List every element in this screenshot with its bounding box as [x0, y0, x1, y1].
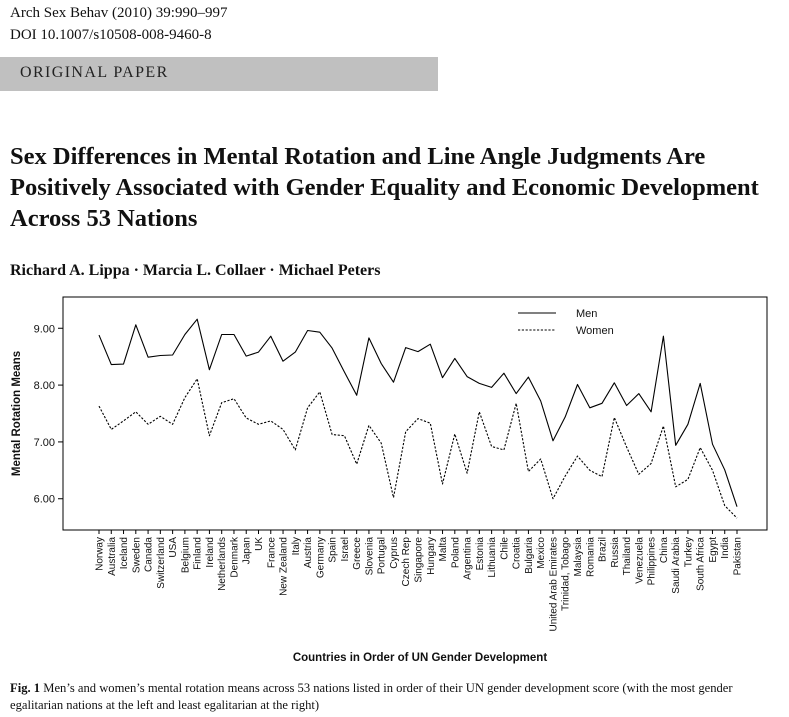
x-tick-label: Saudi Arabia: [671, 537, 682, 594]
x-tick-label: Australia: [107, 537, 118, 576]
x-axis-title: Countries in Order of UN Gender Developm…: [293, 652, 547, 664]
legend-label-women: Women: [576, 325, 614, 337]
x-tick-label: Greece: [352, 537, 363, 570]
x-tick-label: Venezuela: [634, 537, 645, 584]
x-tick-label: Austria: [303, 537, 314, 569]
series-line-men: [98, 318, 738, 507]
plot-frame: [62, 296, 768, 531]
x-tick-label: Sweden: [131, 537, 142, 573]
x-tick-label: Spain: [328, 537, 339, 563]
x-tick-label: France: [266, 537, 277, 569]
x-tick-label: Cyprus: [389, 537, 400, 569]
x-tick-label: Romania: [585, 537, 596, 577]
x-tick-label: Croatia: [512, 537, 523, 570]
x-tick-label: Czech Rep: [401, 537, 412, 587]
x-tick-label: China: [659, 537, 670, 564]
x-tick-label: Thailand: [622, 537, 633, 575]
x-tick-label: Hungary: [426, 537, 437, 575]
x-tick-label: Estonia: [475, 537, 486, 571]
x-tick-label: Egypt: [708, 537, 719, 563]
x-tick-label: Canada: [144, 537, 155, 572]
x-tick-label: Ireland: [205, 537, 216, 568]
y-tick-label: 7.00: [34, 437, 55, 449]
x-tick-label: Malaysia: [573, 537, 584, 577]
figure-label: Fig. 1: [10, 681, 41, 695]
x-tick-label: Israel: [340, 537, 351, 561]
x-tick-label: India: [720, 537, 731, 559]
x-tick-label: Portugal: [377, 537, 388, 574]
x-tick-label: Germany: [315, 537, 326, 578]
x-tick-label: Poland: [450, 537, 461, 568]
x-tick-label: Philippines: [647, 537, 658, 585]
journal-citation: Arch Sex Behav (2010) 39:990–997: [10, 5, 228, 21]
x-tick-label: Denmark: [229, 536, 240, 578]
x-tick-label: USA: [168, 537, 179, 558]
series-line-women: [98, 378, 738, 519]
x-tick-label: Belgium: [180, 537, 191, 573]
x-tick-label: Slovenia: [364, 537, 375, 576]
legend-label-men: Men: [576, 308, 597, 320]
x-tick-label: UK: [254, 537, 265, 551]
x-tick-label: Norway: [95, 537, 106, 571]
figure-caption: Fig. 1 Men’s and women’s mental rotation…: [10, 680, 780, 714]
x-tick-label: Chile: [499, 537, 510, 560]
x-tick-label: Pakistan: [733, 537, 744, 575]
x-tick-label: United Arab Emirates: [548, 537, 559, 632]
journal-doi: DOI 10.1007/s10508-008-9460-8: [10, 27, 212, 43]
section-banner: ORIGINAL PAPER: [0, 57, 438, 91]
y-tick-label: 9.00: [34, 323, 55, 335]
x-tick-label: Japan: [242, 537, 253, 564]
mental-rotation-chart: 9.00 8.00 7.00 6.00 Mental Rotation Means Nor…: [11, 296, 768, 664]
x-tick-label: Lithuania: [487, 537, 498, 578]
x-tick-label: Finland: [193, 537, 204, 570]
x-tick-label: Italy: [291, 537, 302, 555]
y-axis-title: Mental Rotation Means: [11, 351, 23, 476]
x-tick-label: Mexico: [536, 537, 547, 569]
x-tick-label: Singapore: [414, 537, 425, 583]
x-tick-label: Turkey: [683, 537, 694, 567]
x-tick-label: Netherlands: [217, 537, 228, 591]
x-tick-label: Bulgaria: [524, 537, 535, 574]
x-tick-label: Russia: [610, 537, 621, 568]
x-tick-label: Malta: [438, 537, 449, 562]
y-tick-label: 6.00: [34, 494, 55, 506]
x-tick-label: Trinidad, Tobago: [561, 537, 572, 611]
x-tick-label: Switzerland: [156, 537, 167, 589]
article-title: Sex Differences in Mental Rotation and L…: [10, 143, 759, 232]
y-tick-label: 8.00: [34, 380, 55, 392]
x-tick-label: Brazil: [598, 537, 609, 562]
author-list: Richard A. Lippa · Marcia L. Collaer · M…: [10, 262, 381, 279]
journal-header: Arch Sex Behav (2010) 39:990–997 DOI 10.…: [10, 2, 227, 46]
x-tick-label: New Zealand: [279, 537, 290, 596]
section-label: ORIGINAL PAPER: [20, 64, 169, 81]
x-tick-label: South Africa: [696, 537, 707, 591]
x-tick-label: Iceland: [119, 537, 130, 569]
x-tick-label: Argentina: [463, 537, 474, 580]
figure-caption-text: Men’s and women’s mental rotation means …: [10, 681, 733, 712]
